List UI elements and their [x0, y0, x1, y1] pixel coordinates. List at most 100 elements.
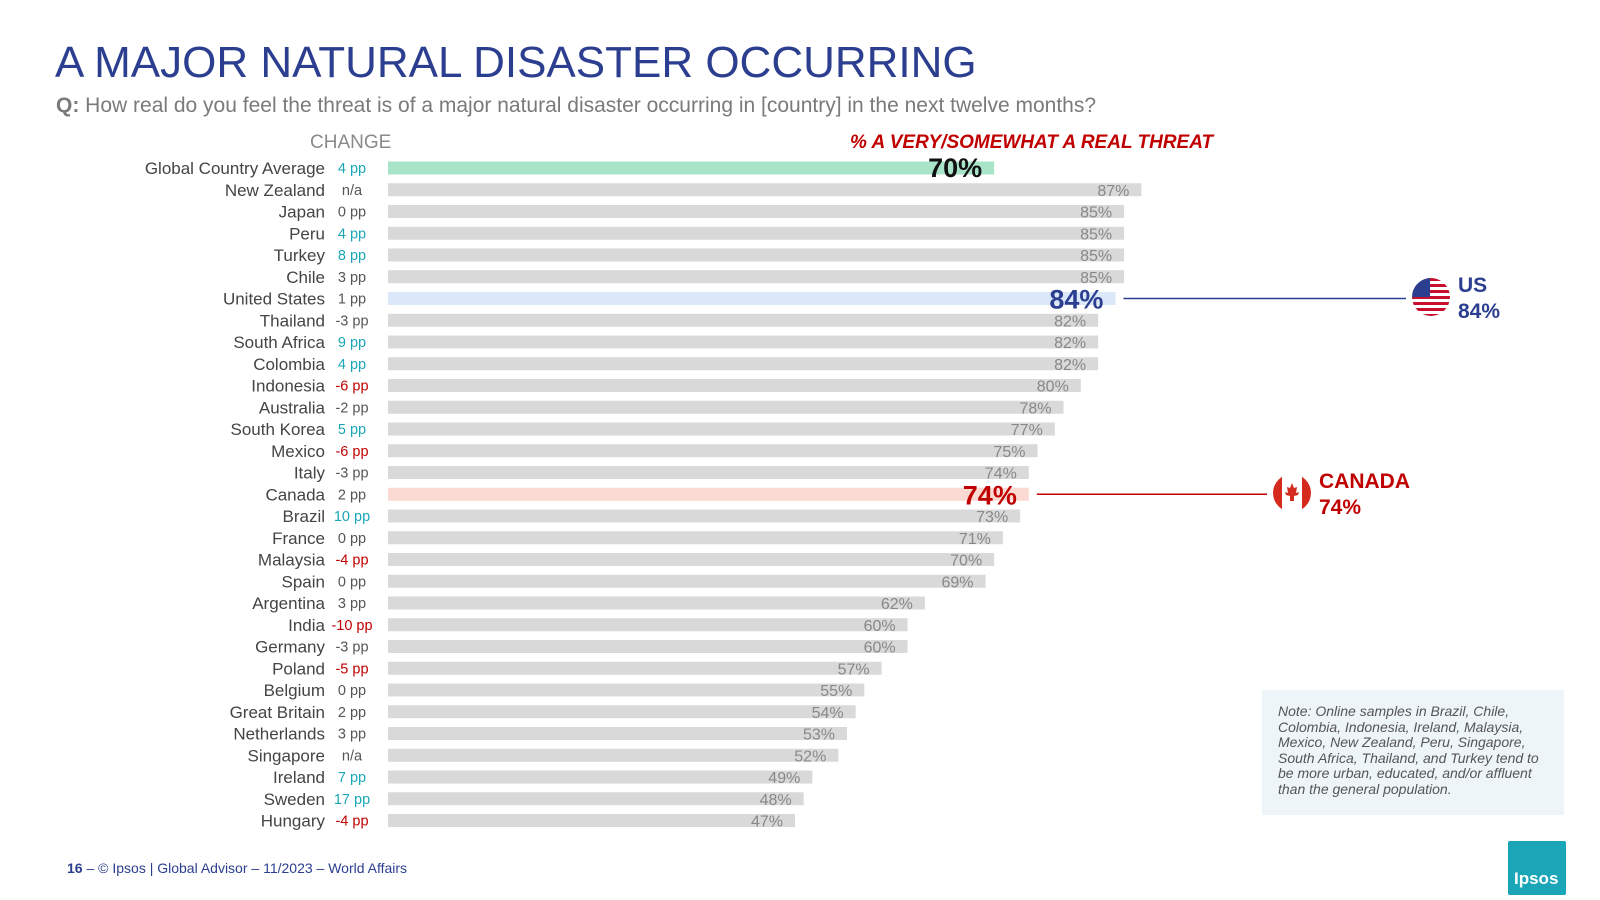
country-label: South Korea	[230, 420, 325, 439]
ipsos-logo: Ipsos	[1508, 841, 1566, 895]
country-label: Peru	[289, 224, 325, 243]
bar-1	[388, 183, 1142, 197]
country-label: Sweden	[264, 790, 325, 809]
change-label: -6 pp	[335, 379, 368, 395]
value-label: 71%	[959, 531, 991, 548]
value-label: 57%	[838, 661, 870, 678]
value-label: 62%	[881, 596, 913, 613]
value-label: 85%	[1080, 226, 1112, 243]
change-label: 2 pp	[338, 487, 366, 503]
value-label: 70%	[928, 153, 982, 183]
country-label: Germany	[255, 638, 325, 657]
change-label: 2 pp	[338, 705, 366, 721]
bar-16	[388, 509, 1021, 523]
bar-6	[388, 292, 1116, 305]
change-label: n/a	[342, 183, 363, 199]
value-label: 77%	[1011, 422, 1043, 439]
country-label: New Zealand	[225, 181, 325, 200]
value-label: 47%	[751, 814, 783, 831]
country-label: Netherlands	[233, 725, 325, 744]
country-label: Japan	[279, 203, 325, 222]
bar-17	[388, 531, 1003, 545]
country-label: Poland	[272, 659, 325, 678]
bar-29	[388, 792, 804, 806]
bar-2	[388, 205, 1125, 218]
change-label: -2 pp	[335, 400, 368, 416]
value-label: 85%	[1080, 270, 1112, 287]
question-text: Q: How real do you feel the threat is of…	[56, 94, 1096, 118]
country-label: Argentina	[252, 594, 325, 613]
value-label: 60%	[864, 618, 896, 635]
change-label: -4 pp	[335, 553, 368, 569]
change-label: 0 pp	[338, 683, 366, 699]
change-label: -4 pp	[335, 814, 368, 830]
country-label: Turkey	[274, 246, 326, 265]
country-label: Global Country Average	[145, 159, 325, 178]
value-label: 80%	[1037, 379, 1069, 396]
bar-25	[388, 705, 856, 719]
canada-flag-icon	[1273, 474, 1311, 512]
bar-22	[388, 640, 908, 653]
bar-13	[388, 444, 1038, 458]
country-label: United States	[223, 290, 325, 309]
change-label: 4 pp	[338, 226, 366, 242]
change-label: -10 pp	[331, 618, 372, 634]
change-label: 0 pp	[338, 574, 366, 590]
footer: 16 – © Ipsos | Global Advisor – 11/2023 …	[67, 860, 407, 876]
value-label: 55%	[820, 683, 852, 700]
change-label: -5 pp	[335, 661, 368, 677]
value-label: 84%	[1049, 285, 1103, 315]
bar-3	[388, 226, 1125, 240]
bar-4	[388, 248, 1125, 262]
country-label: Great Britain	[230, 703, 325, 722]
change-label: 3 pp	[338, 727, 366, 743]
page-number-dash: –	[86, 860, 99, 876]
change-label: -6 pp	[335, 444, 368, 460]
bar-14	[388, 466, 1029, 479]
bar-30	[388, 814, 796, 827]
change-label: 10 pp	[334, 509, 370, 525]
country-label: Singapore	[247, 746, 325, 765]
country-label: Colombia	[253, 355, 325, 374]
country-label: Ireland	[273, 768, 325, 787]
us-callout-label: US	[1458, 274, 1488, 297]
value-label: 82%	[1054, 357, 1086, 374]
value-label: 78%	[1019, 400, 1051, 417]
change-column-header: CHANGE	[310, 132, 392, 153]
bar-8	[388, 335, 1099, 349]
country-label: South Africa	[233, 333, 325, 352]
bar-21	[388, 618, 908, 632]
value-label: 82%	[1054, 313, 1086, 330]
value-label: 73%	[976, 509, 1008, 526]
question-prefix: Q:	[56, 94, 80, 117]
sample-note: Note: Online samples in Brazil, Chile, C…	[1278, 703, 1539, 797]
bar-28	[388, 770, 813, 784]
change-label: 4 pp	[338, 357, 366, 373]
change-label: 0 pp	[338, 205, 366, 221]
question-body: How real do you feel the threat is of a …	[85, 94, 1097, 117]
country-label: Canada	[265, 485, 325, 504]
value-label: 85%	[1080, 205, 1112, 222]
us-flag-icon	[1412, 278, 1450, 316]
value-label: 60%	[864, 640, 896, 657]
value-label: 49%	[768, 770, 800, 787]
change-label: 8 pp	[338, 248, 366, 264]
change-label: -3 pp	[335, 466, 368, 482]
value-label: 69%	[942, 574, 974, 591]
note-box: Note: Online samples in Brazil, Chile, C…	[1262, 690, 1564, 815]
change-label: -3 pp	[335, 313, 368, 329]
footer-text: © Ipsos | Global Advisor – 11/2023 – Wor…	[98, 860, 408, 876]
change-label: 3 pp	[338, 270, 366, 286]
value-label: 87%	[1097, 183, 1129, 200]
country-label: Belgium	[264, 681, 325, 700]
bar-26	[388, 727, 847, 740]
canada-callout-value: 74%	[1319, 496, 1362, 519]
bar-23	[388, 661, 882, 675]
country-label: India	[288, 616, 325, 635]
country-label: Australia	[259, 398, 326, 417]
value-label: 85%	[1080, 248, 1112, 265]
page-number: 16	[67, 860, 83, 876]
value-label: 75%	[993, 444, 1025, 461]
